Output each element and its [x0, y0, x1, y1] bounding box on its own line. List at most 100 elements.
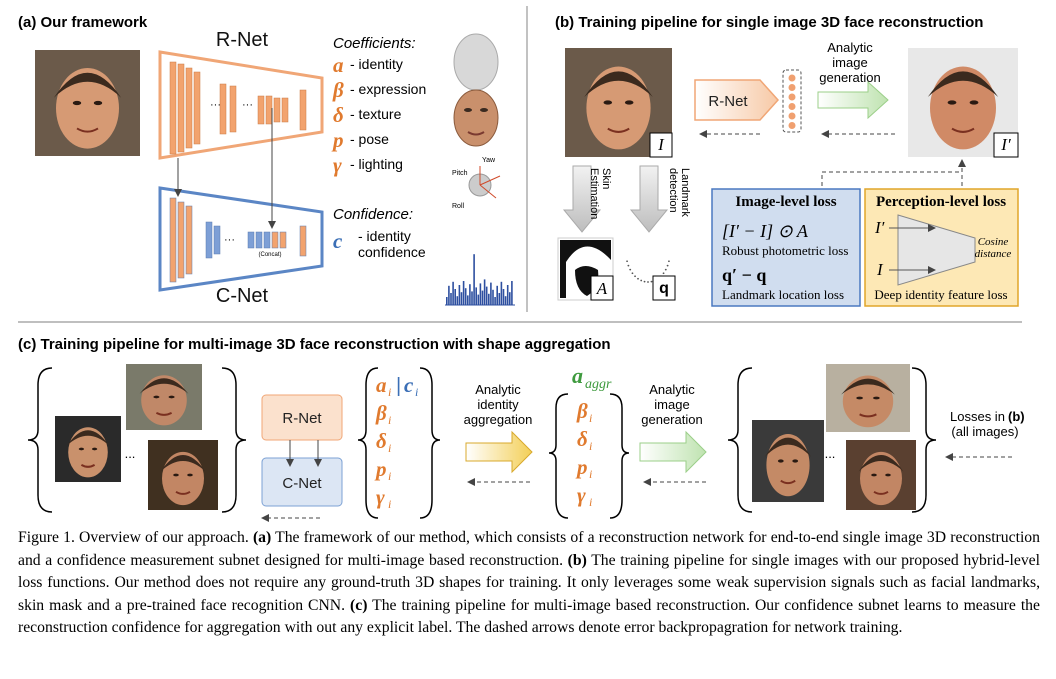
histogram-bar — [473, 254, 475, 305]
histogram-bar — [485, 286, 488, 305]
skin-label: Skin — [600, 168, 612, 189]
layer — [299, 89, 307, 131]
c-net-shape — [261, 457, 343, 507]
histogram-bar — [467, 295, 469, 305]
layer — [273, 97, 281, 123]
ellipsis: ··· — [210, 99, 221, 111]
landmark-dot — [643, 280, 646, 283]
block-arrow — [639, 430, 707, 474]
layer — [257, 95, 265, 125]
block-arrow — [629, 165, 669, 233]
histogram-bar — [469, 284, 471, 305]
mouth — [76, 127, 99, 133]
layer — [229, 85, 237, 133]
layer — [281, 97, 289, 123]
histogram-bar — [452, 281, 454, 305]
layer — [247, 231, 255, 249]
histogram-bar — [462, 281, 465, 305]
histogram-bar — [477, 294, 480, 305]
coefficient-symbol: γ — [333, 153, 342, 177]
histogram-bar — [502, 289, 505, 305]
coefficient-subscript: i — [589, 467, 592, 481]
face-net-shape — [897, 214, 976, 286]
layer — [193, 71, 201, 145]
layer — [169, 197, 177, 283]
hair — [841, 378, 895, 395]
confidence-symbol: c — [333, 229, 343, 253]
aggregation-label: identity — [477, 397, 519, 412]
r-net-layers — [169, 61, 307, 155]
coefficient-dot — [788, 103, 796, 110]
ellipsis: ··· — [242, 99, 253, 111]
mouth — [873, 490, 889, 495]
coefficients-heading: Coefficients: — [333, 35, 416, 52]
hair — [66, 430, 110, 446]
generation-label: image — [832, 55, 867, 70]
coefficient-subscript: i — [388, 413, 391, 427]
coefficient-symbol: γ — [376, 485, 385, 509]
histogram-bar — [471, 291, 473, 305]
histogram-bar — [511, 281, 513, 305]
c-net-label: C-Net — [282, 475, 322, 492]
box-title: Perception-level loss — [876, 194, 1006, 210]
landmark-dot — [640, 279, 643, 282]
coefficient-subscript: i — [388, 385, 391, 399]
layer — [219, 83, 227, 135]
landmark-dot — [634, 275, 636, 278]
histogram-bar — [481, 290, 484, 305]
confidence-heading: Confidence: — [333, 206, 413, 223]
eye — [173, 473, 179, 477]
coefficient-symbol: p — [374, 457, 387, 481]
histogram-bar — [509, 292, 511, 305]
landmark-dot — [626, 260, 628, 263]
r-net-label: R-Net — [708, 93, 748, 110]
eye — [72, 100, 82, 106]
hair — [858, 455, 904, 472]
panel-title: (c) Training pipeline for multi-image 3D… — [18, 336, 611, 353]
block-arrow — [465, 430, 533, 474]
landmark-dot — [629, 268, 632, 271]
hair — [927, 71, 999, 98]
loss-label: Landmark location loss — [722, 287, 844, 302]
rendered-photos — [752, 364, 916, 510]
coefficient-symbol: γ — [577, 483, 586, 507]
confidence-label: confidence — [358, 244, 426, 260]
coefficient-symbol: a — [333, 53, 344, 77]
eye — [187, 473, 193, 477]
image-symbol: I′ — [874, 218, 885, 237]
coefficient-label: - expression — [350, 81, 426, 97]
skin-label: Estimation — [588, 168, 600, 219]
hair — [160, 455, 206, 472]
mask-symbol: A — [596, 279, 608, 298]
landmark-symbol: q — [659, 280, 669, 297]
eye — [91, 447, 98, 451]
eye — [873, 396, 880, 400]
histogram-bar — [488, 293, 490, 305]
caption-text: (a) — [252, 529, 272, 546]
cosine-label: distance — [975, 248, 1012, 260]
pose-axis-label: Pitch — [452, 170, 468, 177]
eye — [777, 459, 784, 463]
histogram-bar — [454, 289, 456, 305]
eye — [603, 100, 613, 105]
coefficient-symbol: p — [575, 455, 588, 479]
coefficient-dot — [788, 93, 796, 101]
histogram-bar — [483, 279, 486, 305]
caption-text: The training pipeline for single images … — [18, 551, 1040, 614]
coefficient-symbol: a — [376, 373, 387, 397]
loss-label: Deep identity feature loss — [874, 287, 1007, 302]
histogram-bar — [496, 285, 498, 305]
diagram: (a) Our framework R-Net ··· ··· C-Net ··… — [18, 6, 1025, 522]
coefficient-symbol: δ — [333, 103, 344, 127]
generation-label: generation — [641, 412, 702, 427]
histogram-bar — [494, 297, 496, 305]
histogram-bar — [479, 283, 482, 305]
mouth — [607, 127, 630, 133]
eye — [153, 395, 160, 399]
aggregated-subscript: aggr — [585, 377, 612, 392]
layer — [271, 231, 279, 249]
mouth — [951, 127, 975, 133]
histogram-bar — [500, 281, 503, 305]
caption-text: (c) — [350, 596, 368, 614]
face — [860, 451, 902, 506]
